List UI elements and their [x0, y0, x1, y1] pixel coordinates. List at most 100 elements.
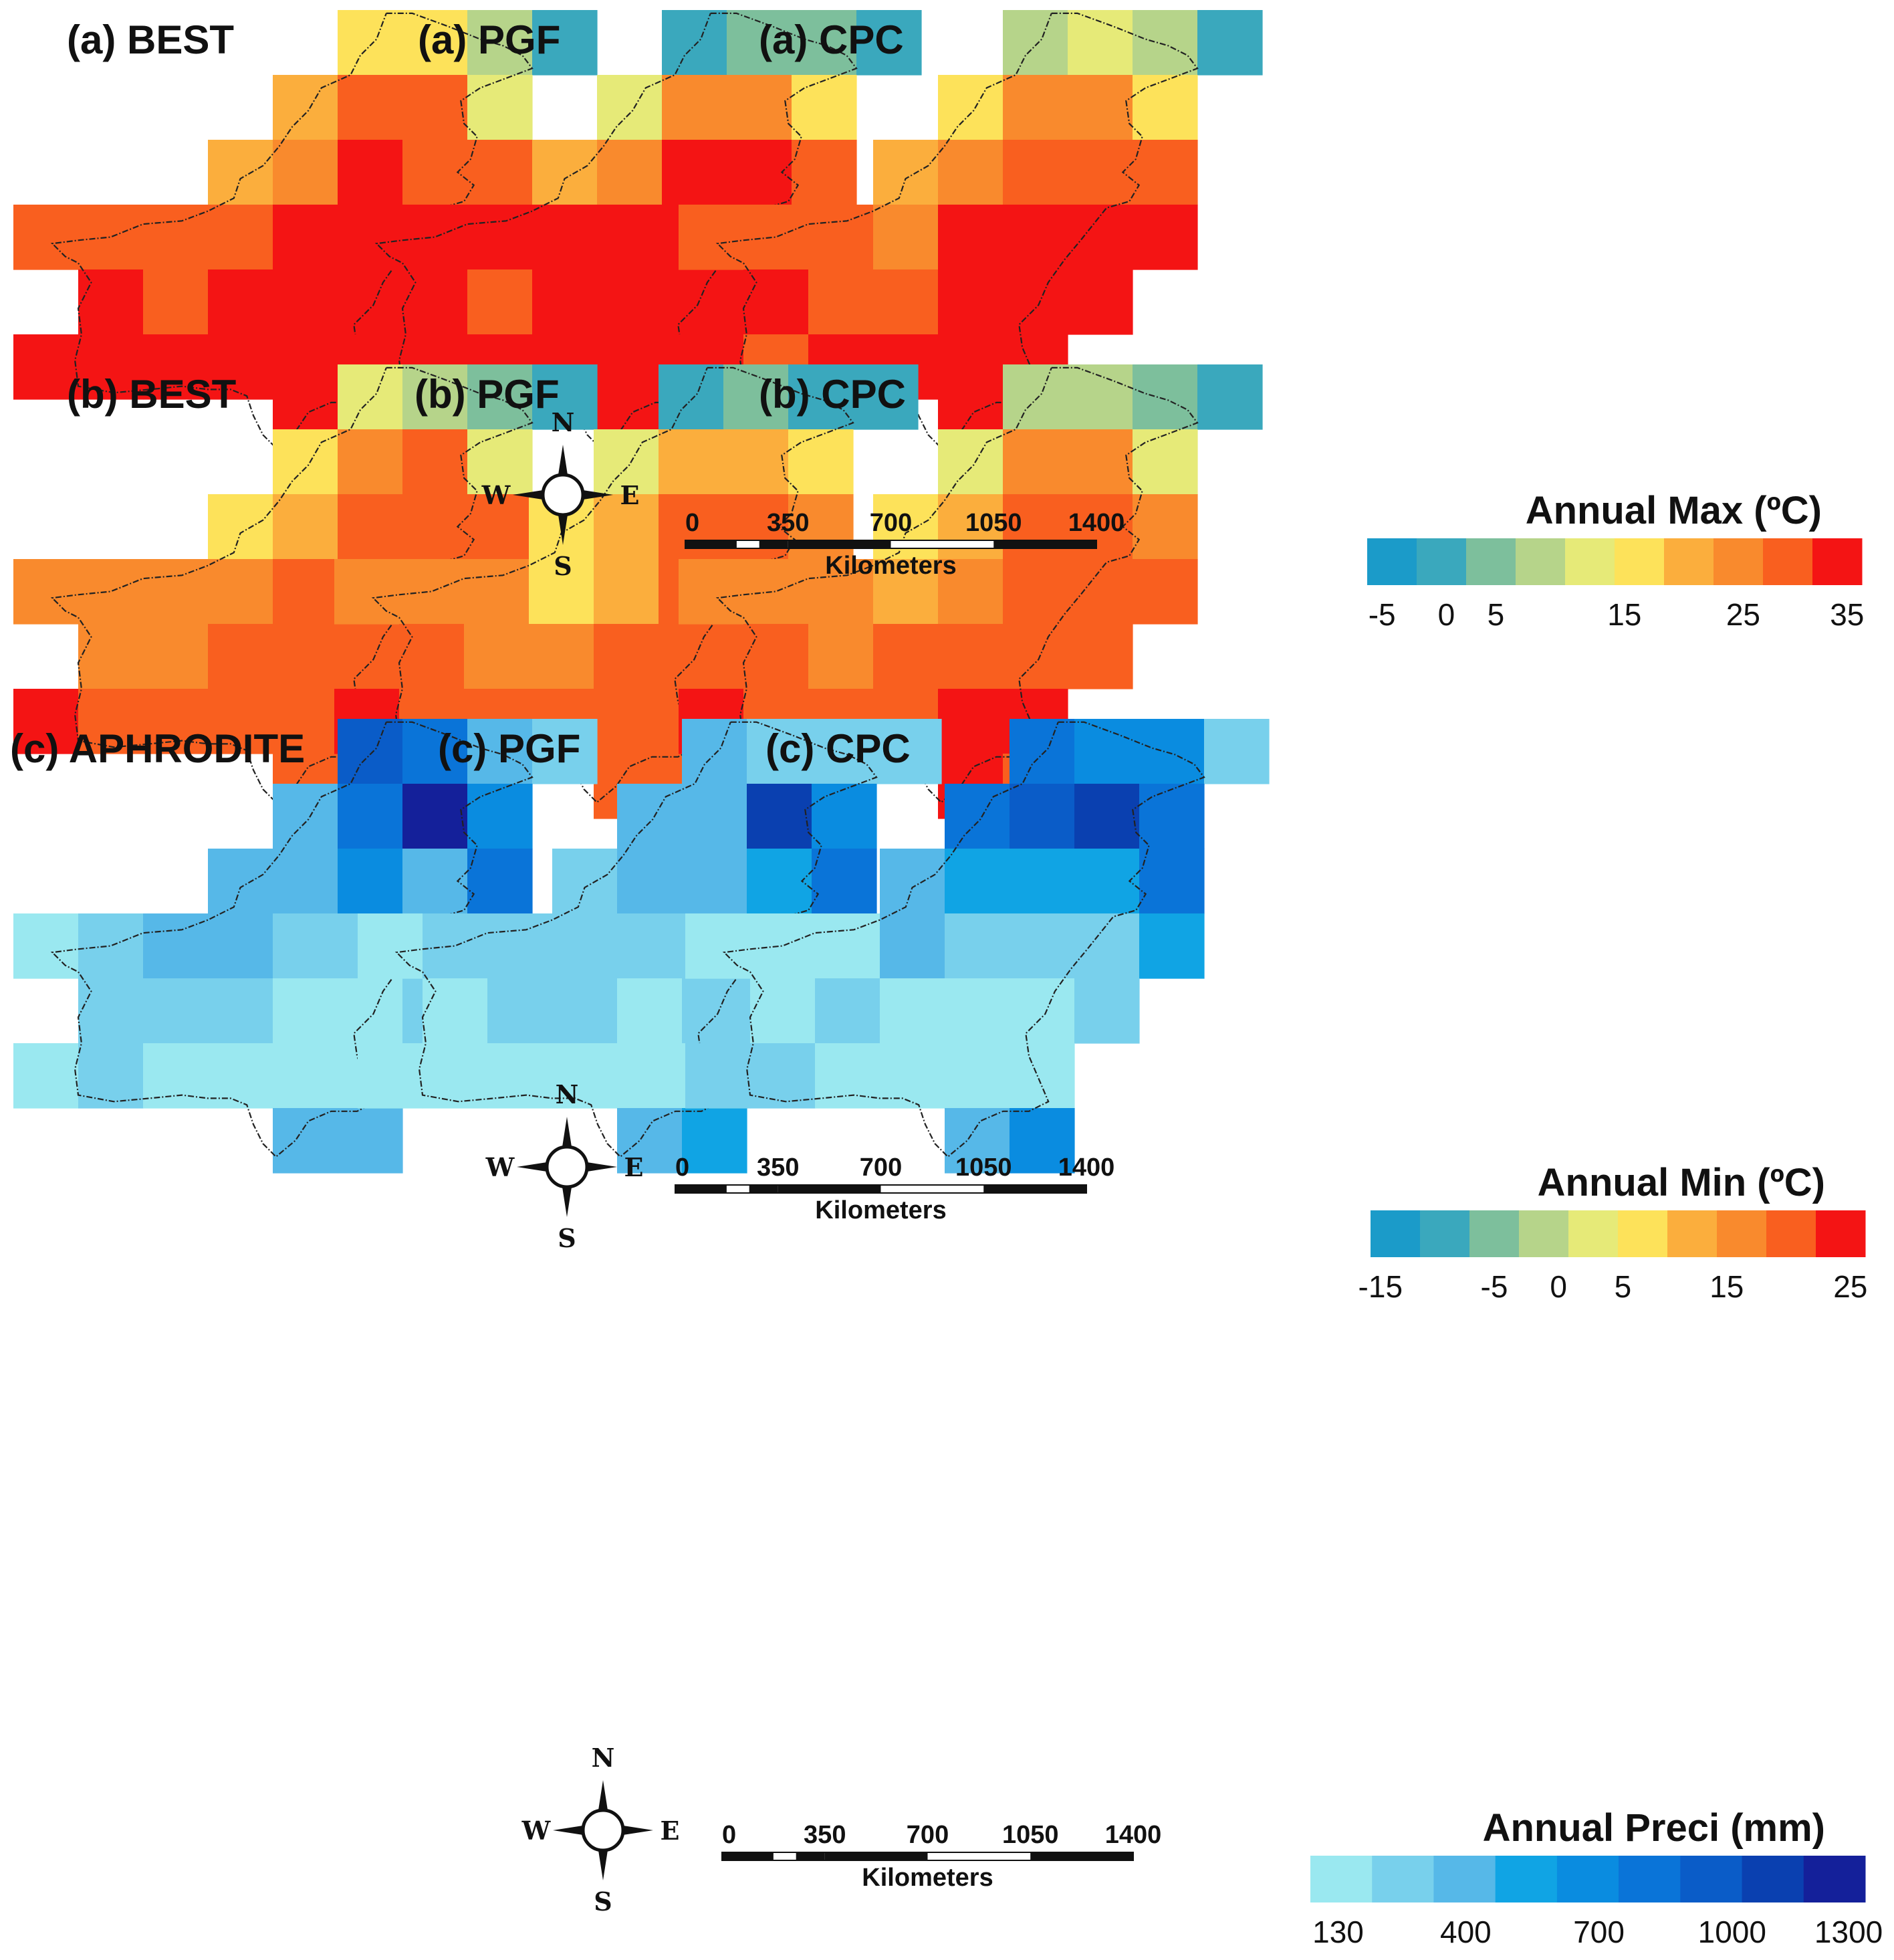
grid-cell: [1133, 140, 1198, 205]
grid-cell: [358, 1043, 423, 1109]
compass-n: N: [552, 407, 575, 437]
grid-cell: [13, 689, 79, 754]
grid-cell: [1068, 205, 1133, 270]
grid-cell: [594, 494, 659, 560]
grid-cell: [1010, 1043, 1075, 1109]
grid-cell: [467, 205, 533, 270]
grid-cell: [662, 10, 727, 76]
grid-cell: [467, 494, 533, 560]
grid-cell: [423, 978, 488, 1044]
grid-cell: [143, 334, 209, 400]
compass-s: S: [558, 1223, 576, 1253]
grid-cell: [594, 624, 659, 689]
compass-e: E: [624, 1152, 644, 1182]
scale-bar-tick: 1400: [1105, 1821, 1162, 1849]
grid-cell: [532, 205, 598, 270]
grid-cell: [727, 75, 792, 140]
grid-cell: [1068, 269, 1133, 335]
grid-cell: [143, 913, 209, 979]
grid-cell: [1003, 140, 1068, 205]
grid-cell: [938, 269, 1003, 335]
grid-cell: [873, 269, 939, 335]
grid-cell: [338, 75, 403, 140]
grid-cell: [1003, 559, 1068, 625]
panel-title: (c) APHRODITE: [10, 726, 305, 771]
legend-swatch: [1372, 1856, 1434, 1902]
map-a-1: (a) PGF: [338, 10, 922, 465]
grid-cell: [338, 719, 403, 784]
grid-cell: [1204, 719, 1270, 784]
grid-cell: [873, 624, 939, 689]
compass-n: N: [556, 1079, 579, 1109]
legend-tick: 400: [1440, 1915, 1492, 1949]
grid-cell: [1074, 978, 1140, 1044]
grid-cell: [938, 205, 1003, 270]
compass-arrows: [513, 445, 613, 545]
panel-title: (c) PGF: [438, 726, 580, 771]
grid-cell: [143, 559, 209, 625]
grid-cell: [682, 784, 747, 849]
grid-cell: [552, 978, 618, 1044]
grid-cell: [815, 1043, 880, 1109]
grid-cell: [682, 849, 747, 914]
compass-s: S: [594, 1886, 612, 1917]
grid-cell: [747, 784, 812, 849]
scale-bar-tick: 0: [722, 1821, 736, 1849]
grid-cell: [208, 1043, 273, 1109]
scale-bar-tick: 1050: [1002, 1821, 1059, 1849]
grid-cell: [659, 624, 724, 689]
scale-bar-segment: [685, 540, 737, 548]
compass-rose: N S W E: [481, 407, 640, 581]
legend-swatch: [1713, 538, 1764, 585]
grid-cell: [597, 269, 663, 335]
grid-cell: [662, 269, 727, 335]
grid-cell: [143, 689, 209, 754]
grid-cell: [938, 624, 1003, 689]
legend-tick: 1000: [1698, 1915, 1766, 1949]
scale-bar-tick: 0: [675, 1154, 689, 1182]
grid-cell: [208, 559, 273, 625]
grid-cell: [78, 978, 144, 1044]
compass-s: S: [554, 551, 572, 581]
legend-swatch: [1619, 1856, 1681, 1902]
legend-swatch: [1664, 538, 1714, 585]
legend-swatch: [1766, 1210, 1816, 1257]
grid-cell: [402, 205, 468, 270]
legend-tick: 25: [1833, 1269, 1867, 1304]
grid-cell: [750, 913, 816, 979]
grid-cell: [856, 10, 922, 76]
grid-cell: [273, 913, 338, 979]
grid-cell: [1133, 494, 1198, 560]
grid-cell: [853, 364, 919, 430]
grid-cell: [402, 75, 468, 140]
grid-cell: [743, 205, 809, 270]
grid-cell: [679, 205, 744, 270]
grid-cell: [338, 205, 403, 270]
grid-cell: [938, 559, 1003, 625]
legend-swatch: [1417, 538, 1467, 585]
legend-swatch: [1371, 1210, 1421, 1257]
legend-swatch: [1367, 538, 1417, 585]
color-legend: Annual Preci (mm) 130 400 700 1000 1300: [1310, 1806, 1883, 1949]
scale-bar-segment: [749, 1185, 778, 1193]
grid-cell: [78, 1043, 144, 1109]
grid-cell: [552, 913, 618, 979]
grid-cell: [594, 429, 659, 495]
grid-cell: [273, 1108, 338, 1174]
legend-swatch: [1763, 538, 1813, 585]
grid-cell: [1003, 624, 1068, 689]
map-c-0: (c) APHRODITE: [10, 719, 598, 1174]
grid-cell: [273, 269, 338, 335]
panel-title: (a) BEST: [67, 17, 234, 62]
legend-swatch: [1680, 1856, 1743, 1902]
grid-cell: [815, 913, 880, 979]
legend-tick: 15: [1709, 1269, 1744, 1304]
legend-tick: 35: [1830, 597, 1864, 632]
legend-tick: -15: [1358, 1269, 1403, 1304]
legend-swatch: [1615, 538, 1665, 585]
grid-cell: [273, 849, 338, 914]
grid-cell: [662, 140, 727, 205]
grid-cell: [464, 624, 529, 689]
